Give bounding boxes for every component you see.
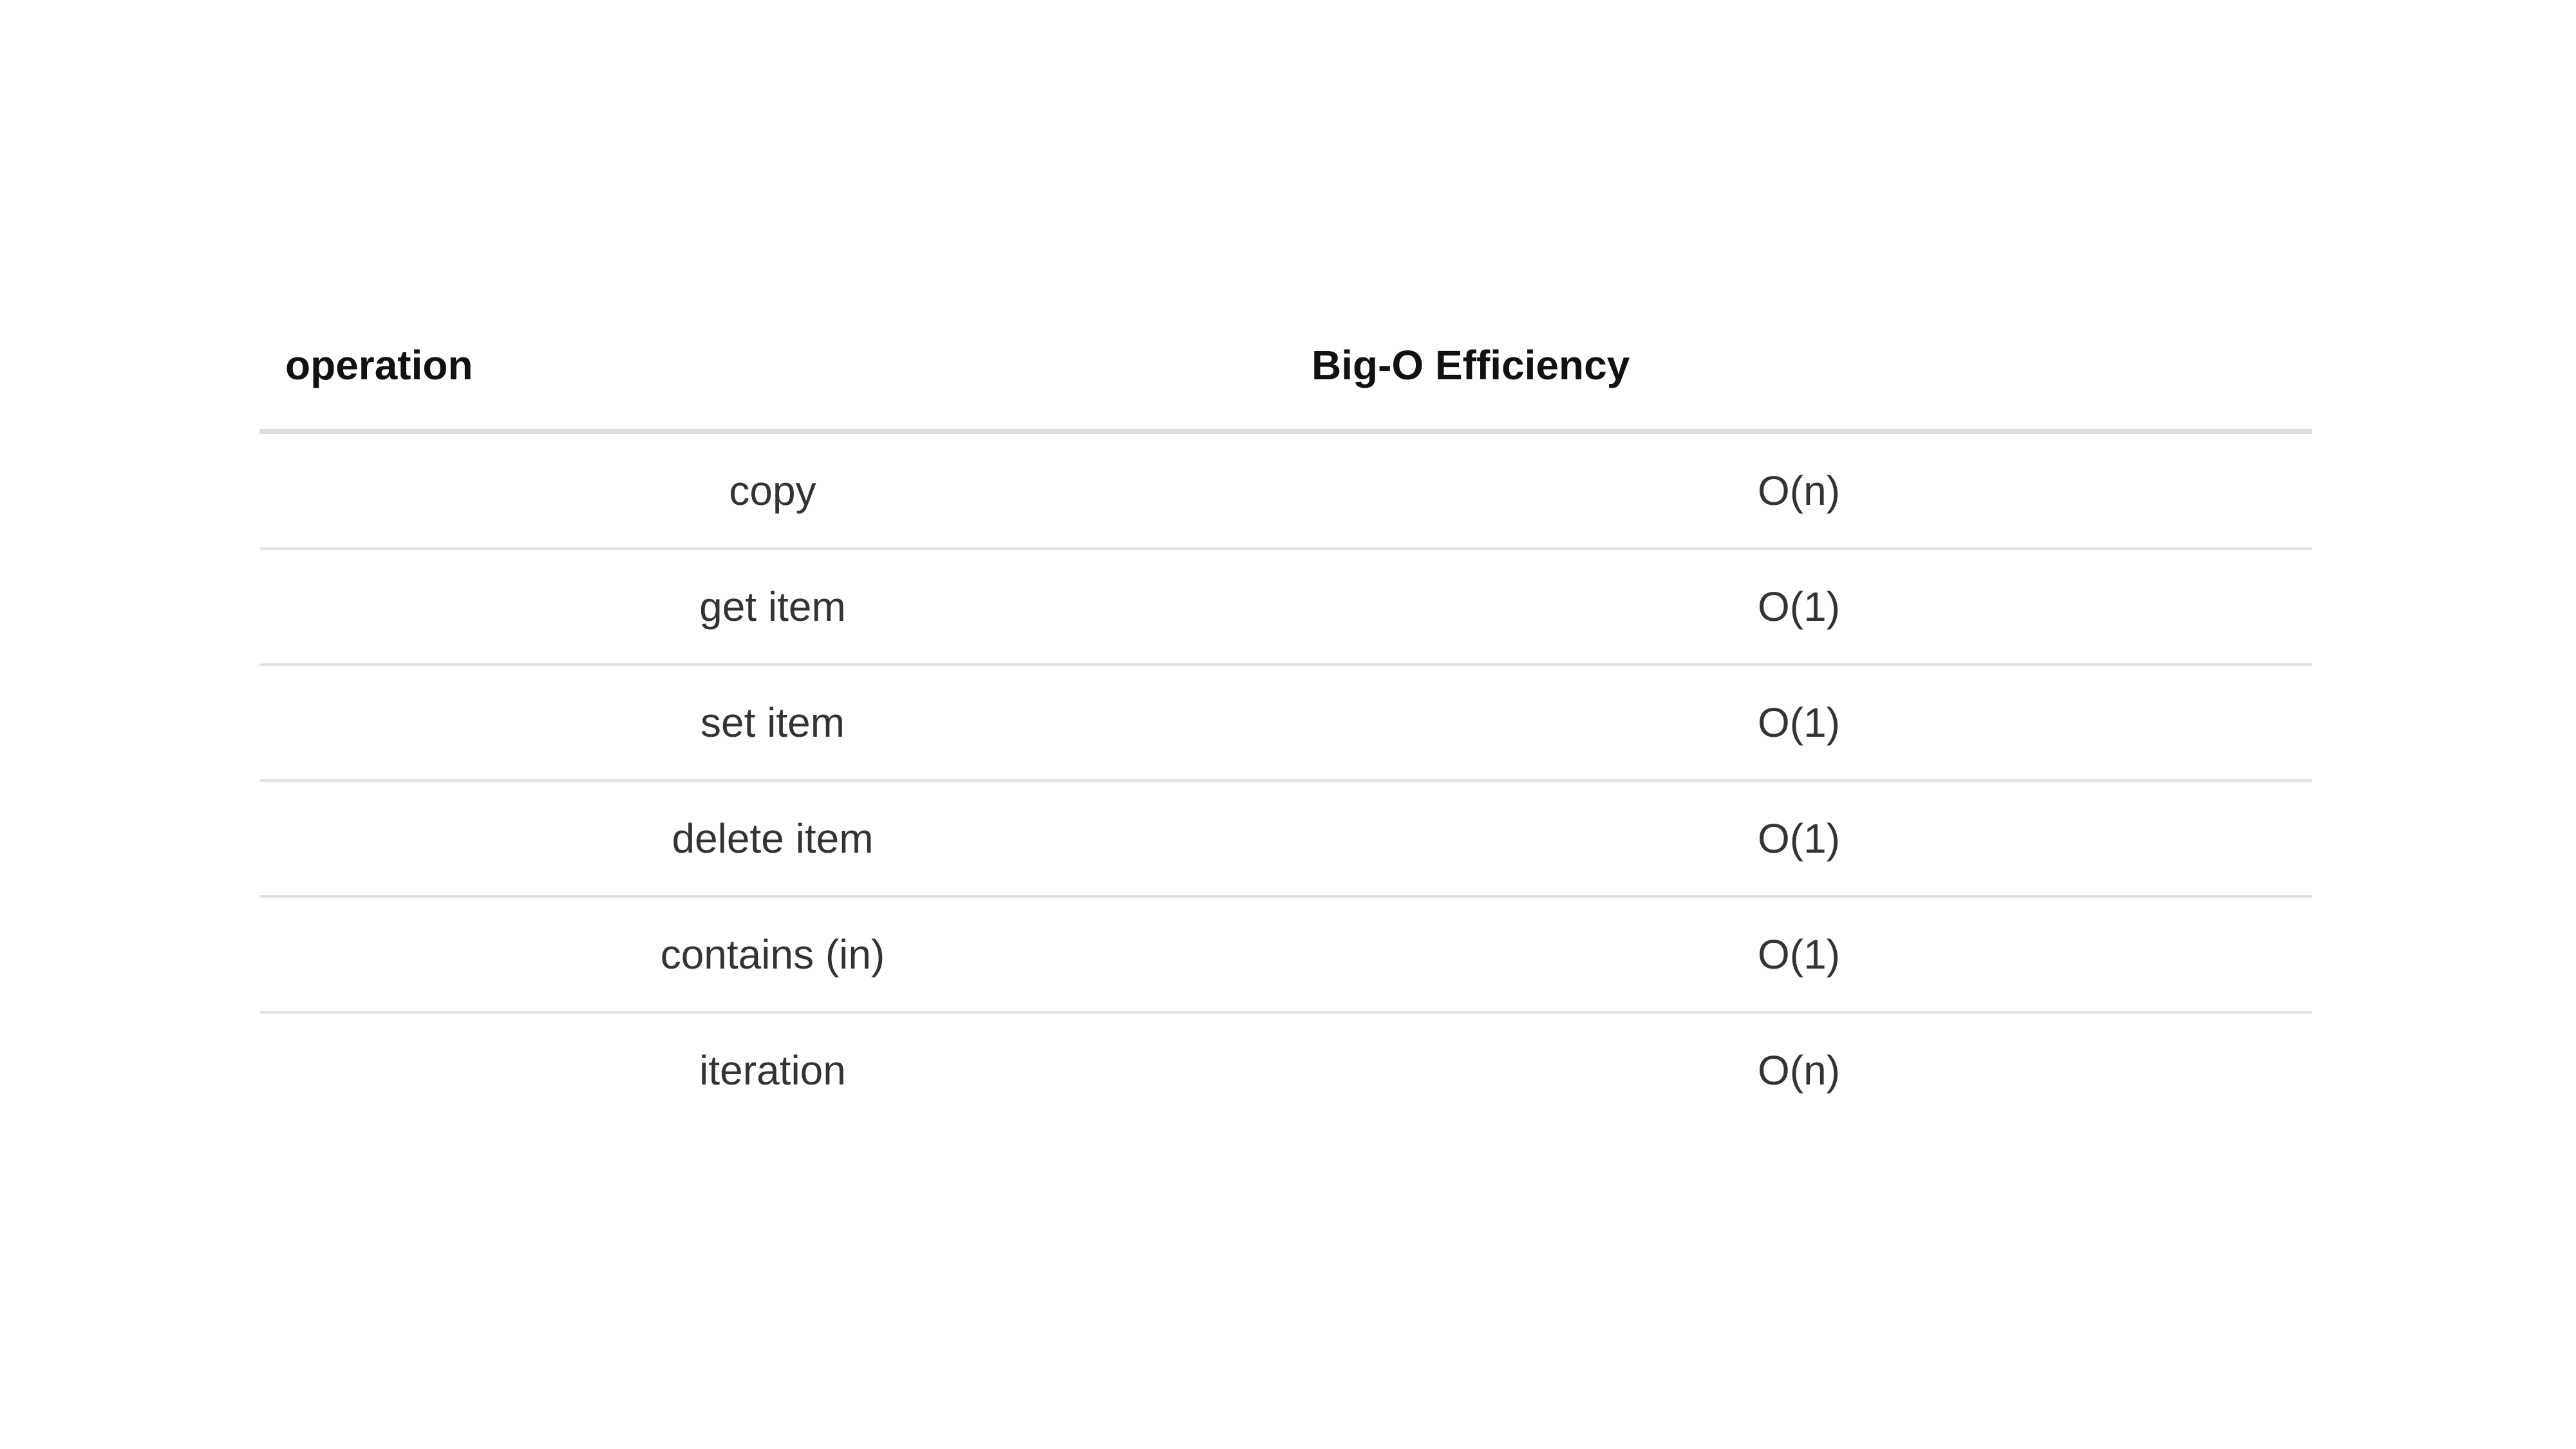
efficiency-cell: O(1)	[1286, 665, 2312, 782]
efficiency-cell: O(n)	[1758, 1047, 1840, 1094]
operation-cell: set item	[259, 665, 1286, 782]
header-big-o-efficiency: Big-O Efficiency	[1286, 301, 2312, 434]
operation-cell: get item	[259, 549, 1286, 666]
complexity-table-container: operation Big-O Efficiency copy O(n) get…	[259, 301, 2312, 1127]
complexity-table: operation Big-O Efficiency copy O(n) get…	[259, 301, 2312, 1127]
table-row: set item O(1)	[259, 665, 2312, 782]
header-row: operation Big-O Efficiency	[259, 301, 2312, 434]
table-body: copy O(n) get item O(1) set item O(1) de…	[259, 431, 2312, 1127]
operation-cell: copy	[259, 431, 1286, 550]
efficiency-cell: O(1)	[1286, 896, 2312, 1014]
table-row: iteration O(n)	[259, 1012, 2312, 1127]
table-header: operation Big-O Efficiency	[259, 301, 2312, 434]
table-row: get item O(1)	[259, 549, 2312, 666]
efficiency-cell: O(n)	[1286, 431, 2312, 550]
operation-cell: contains (in)	[259, 896, 1286, 1014]
efficiency-cell: O(1)	[1286, 781, 2312, 898]
table-row: delete item O(1)	[259, 781, 2312, 898]
table-row: contains (in) O(1)	[259, 896, 2312, 1014]
header-operation: operation	[259, 301, 1286, 434]
operation-cell: delete item	[259, 781, 1286, 898]
operation-cell: iteration	[699, 1047, 846, 1094]
table-row: copy O(n)	[259, 431, 2312, 550]
efficiency-cell: O(1)	[1286, 549, 2312, 666]
